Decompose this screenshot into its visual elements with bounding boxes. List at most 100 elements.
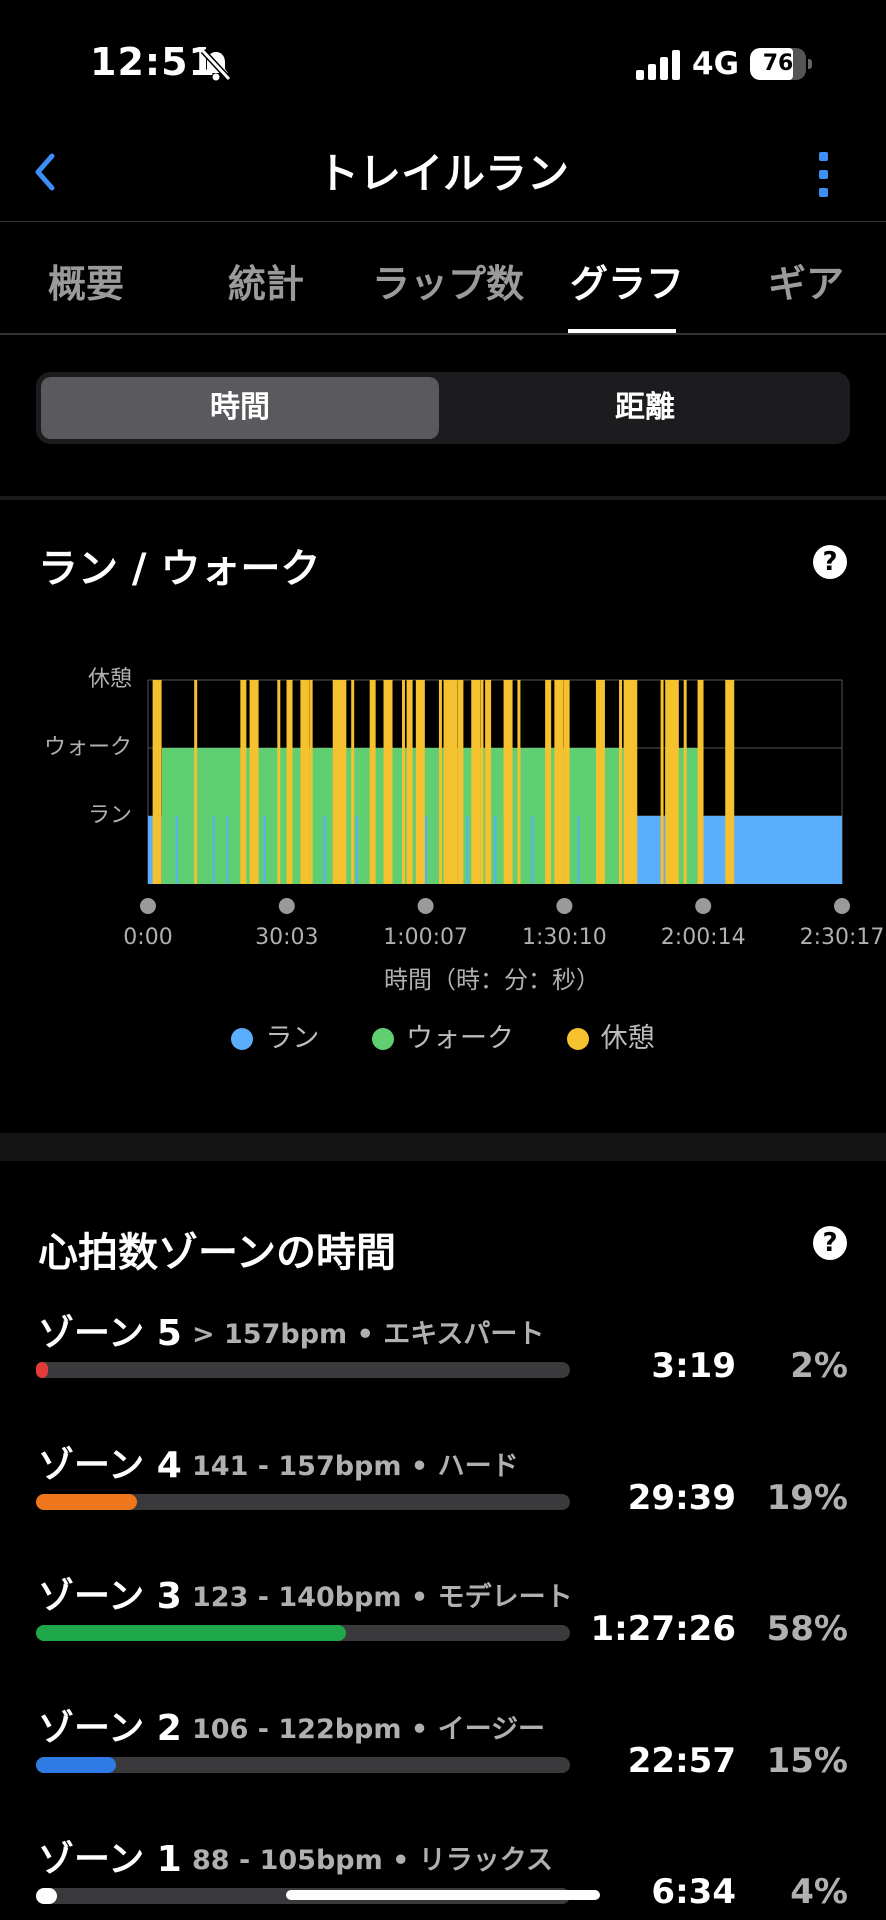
zone-percent: 4% <box>790 1872 848 1912</box>
tab-gear[interactable]: ギア <box>768 262 845 306</box>
zone-time: 29:39 <box>627 1478 736 1518</box>
legend-run: ラン <box>231 1016 319 1055</box>
run-segment <box>263 816 266 884</box>
zone-percent: 15% <box>766 1741 848 1781</box>
rest-segment <box>563 680 570 884</box>
divider <box>0 1133 886 1161</box>
help-icon[interactable]: ? <box>813 1226 847 1260</box>
x-axis-label: 時間（時：分：秒） <box>384 966 600 994</box>
x-tick-dot <box>417 898 434 914</box>
chart-legend: ラン ウォーク 休憩 <box>0 1016 886 1056</box>
x-tick-label: 1:00:07 <box>383 925 468 950</box>
x-tick-label: 30:03 <box>255 925 318 950</box>
rest-segment <box>683 680 687 884</box>
hr-zone-row: ゾーン 3 123 - 140bpm • モデレート 1:27:26 58% <box>0 1567 886 1697</box>
run-segment <box>702 816 843 884</box>
x-tick-label: 1:30:10 <box>522 925 607 950</box>
zone-detail: 141 - 157bpm • ハード <box>192 1451 519 1482</box>
rest-segment <box>300 680 310 884</box>
x-tick-dot <box>140 898 156 914</box>
zone-time: 3:19 <box>651 1346 736 1386</box>
rest-segment <box>725 680 735 884</box>
rest-segment <box>332 680 339 884</box>
more-menu-icon[interactable] <box>808 144 838 204</box>
zone-name: ゾーン 4 <box>38 1445 182 1486</box>
rest-segment <box>503 680 513 884</box>
back-chevron-icon[interactable] <box>24 142 84 202</box>
zone-percent: 19% <box>766 1478 848 1518</box>
nav-header: トレイルラン <box>0 130 886 222</box>
help-icon[interactable]: ? <box>813 545 847 579</box>
x-tick-label: 2:30:17 <box>800 925 885 950</box>
rest-segment <box>448 680 458 884</box>
segment-time[interactable]: 時間 <box>41 377 439 439</box>
rest-segment <box>485 680 492 884</box>
zone-detail: 123 - 140bpm • モデレート <box>192 1582 573 1613</box>
run-segment <box>226 816 229 884</box>
rest-segment <box>669 680 679 884</box>
rest-segment <box>554 680 564 884</box>
y-tick-label: ウォーク <box>44 735 132 760</box>
rest-segment <box>415 680 425 884</box>
bell-slash-icon <box>200 48 232 82</box>
rest-segment <box>277 680 281 884</box>
rest-segment <box>438 680 442 884</box>
legend-rest: 休憩 <box>566 1016 655 1055</box>
zone-name: ゾーン 3 <box>38 1576 182 1617</box>
zone-time: 6:34 <box>651 1872 736 1912</box>
zone-progress-fill <box>36 1362 48 1378</box>
rest-segment <box>286 680 293 884</box>
battery-icon: 76 <box>750 48 812 80</box>
x-tick-dot <box>834 898 850 914</box>
rest-segment <box>443 680 450 884</box>
segment-distance[interactable]: 距離 <box>615 390 675 425</box>
home-indicator <box>286 1890 600 1900</box>
run-segment <box>531 816 534 884</box>
zone-name: ゾーン 5 <box>38 1313 182 1354</box>
run-segment <box>466 816 469 884</box>
run-segment <box>494 816 497 884</box>
rest-segment <box>383 680 393 884</box>
rest-segment <box>309 680 313 884</box>
rest-segment <box>249 680 259 884</box>
zone-detail: 88 - 105bpm • リラックス <box>192 1845 553 1876</box>
zone-name: ゾーン 2 <box>38 1708 182 1749</box>
rest-segment <box>619 680 623 884</box>
segmented-control: 時間 距離 <box>36 372 850 444</box>
run-segment <box>355 816 358 884</box>
rest-segment <box>240 680 247 884</box>
rest-segment <box>452 680 456 884</box>
x-tick-label: 0:00 <box>123 925 172 950</box>
hr-zone-row: ゾーン 2 106 - 122bpm • イージー 22:57 15% <box>0 1699 886 1829</box>
zone-progress-fill <box>36 1494 138 1510</box>
rest-segment <box>480 680 484 884</box>
x-tick-dot <box>556 898 573 914</box>
rest-segment <box>517 680 521 884</box>
tab-stats[interactable]: 統計 <box>228 262 305 306</box>
hr-zones-title: 心拍数ゾーンの時間 <box>38 1230 396 1276</box>
x-tick-label: 2:00:14 <box>661 925 746 950</box>
rest-segment <box>471 680 481 884</box>
zone-name: ゾーン 1 <box>38 1839 182 1880</box>
tab-laps[interactable]: ラップ数 <box>372 262 525 306</box>
run-segment <box>632 816 666 884</box>
zone-progress-fill <box>36 1757 117 1773</box>
status-bar: 12:51 4G 76 <box>0 0 886 130</box>
zone-percent: 58% <box>766 1609 848 1649</box>
network-label: 4G <box>692 46 740 82</box>
rest-segment <box>660 680 664 884</box>
hr-zone-row: ゾーン 1 88 - 105bpm • リラックス 6:34 4% <box>0 1830 886 1920</box>
rest-segment <box>628 680 638 884</box>
rest-segment <box>337 680 347 884</box>
run-segment <box>175 816 178 884</box>
tab-overview[interactable]: 概要 <box>48 262 125 306</box>
zone-detail: 106 - 122bpm • イージー <box>192 1714 546 1745</box>
run-walk-title: ラン / ウォーク <box>38 546 321 592</box>
hr-zone-row: ゾーン 4 141 - 157bpm • ハード 29:39 19% <box>0 1436 886 1566</box>
tab-graph[interactable]: グラフ <box>570 262 685 306</box>
status-time: 12:51 <box>90 40 216 84</box>
zone-progress-track <box>36 1362 570 1378</box>
run-segment <box>212 816 215 884</box>
zone-time: 1:27:26 <box>590 1609 736 1649</box>
active-tab-indicator <box>568 329 676 333</box>
